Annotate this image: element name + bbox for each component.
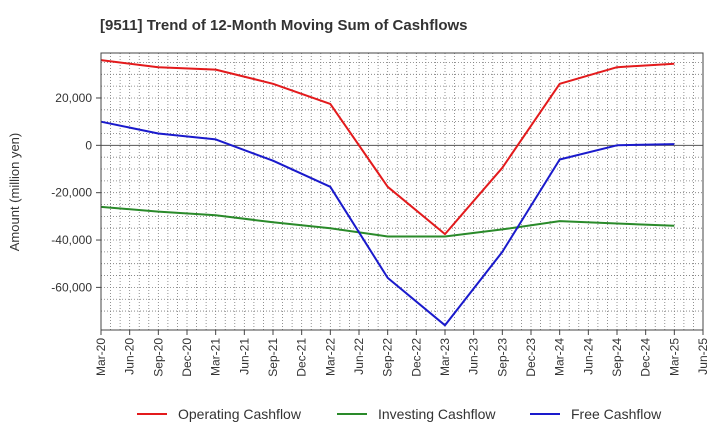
- x-tick-label: Sep-21: [266, 338, 280, 377]
- x-tick-label: Jun-25: [696, 338, 710, 375]
- plot-area: [101, 53, 703, 330]
- x-tick-label: Sep-23: [495, 338, 509, 377]
- y-tick-label: -40,000: [51, 233, 92, 247]
- series-line-operating-cashflow: [100, 59, 675, 236]
- series-line-free-cashflow: [100, 120, 675, 327]
- x-tick-label: Sep-22: [381, 338, 395, 377]
- x-tick-label: Dec-21: [295, 338, 309, 377]
- x-tick-label: Jun-24: [581, 338, 595, 375]
- chart-title: [9511] Trend of 12-Month Moving Sum of C…: [100, 17, 468, 34]
- y-tick-label: -60,000: [51, 280, 92, 294]
- y-tick-label: 0: [85, 138, 92, 152]
- x-tick-label: Mar-25: [667, 338, 681, 376]
- plot-frame: [100, 52, 704, 331]
- legend: Operating Cashflow Investing Cashflow Free…: [137, 406, 662, 422]
- x-tick-label: Jun-22: [352, 338, 366, 375]
- x-tick-label: Dec-22: [409, 338, 423, 377]
- plot-background: [101, 53, 703, 330]
- x-tick-label: Jun-21: [237, 338, 251, 375]
- x-tick-label: Mar-21: [209, 338, 223, 376]
- axes: 20,000 0 -20,000 -40,000 -60,000 Mar-20 Jun-20…: [51, 52, 710, 377]
- legend-label: Operating Cashflow: [178, 406, 302, 422]
- legend-label: Free Cashflow: [571, 406, 662, 422]
- grid-lines: [100, 53, 704, 330]
- x-tick-label: Mar-24: [553, 338, 567, 376]
- legend-label: Investing Cashflow: [378, 406, 496, 422]
- x-tick-label: Sep-20: [151, 338, 165, 377]
- series-lines: [100, 59, 675, 327]
- x-tick-label: Mar-22: [323, 338, 337, 376]
- x-tick-label: Jun-20: [123, 338, 137, 375]
- x-tick-label: Jun-23: [467, 338, 481, 375]
- x-tick-label: Mar-23: [438, 338, 452, 376]
- series-line-investing-cashflow: [100, 205, 675, 238]
- x-tick-label: Dec-23: [524, 338, 538, 377]
- x-tick-label: Dec-20: [180, 338, 194, 377]
- y-axis-label: Amount (million yen): [7, 133, 22, 252]
- y-tick-label: 20,000: [55, 91, 92, 105]
- x-tick-label: Mar-20: [94, 338, 108, 376]
- x-tick-label: Dec-24: [639, 338, 653, 377]
- x-tick-label: Sep-24: [610, 338, 624, 377]
- y-tick-label: -20,000: [51, 186, 92, 200]
